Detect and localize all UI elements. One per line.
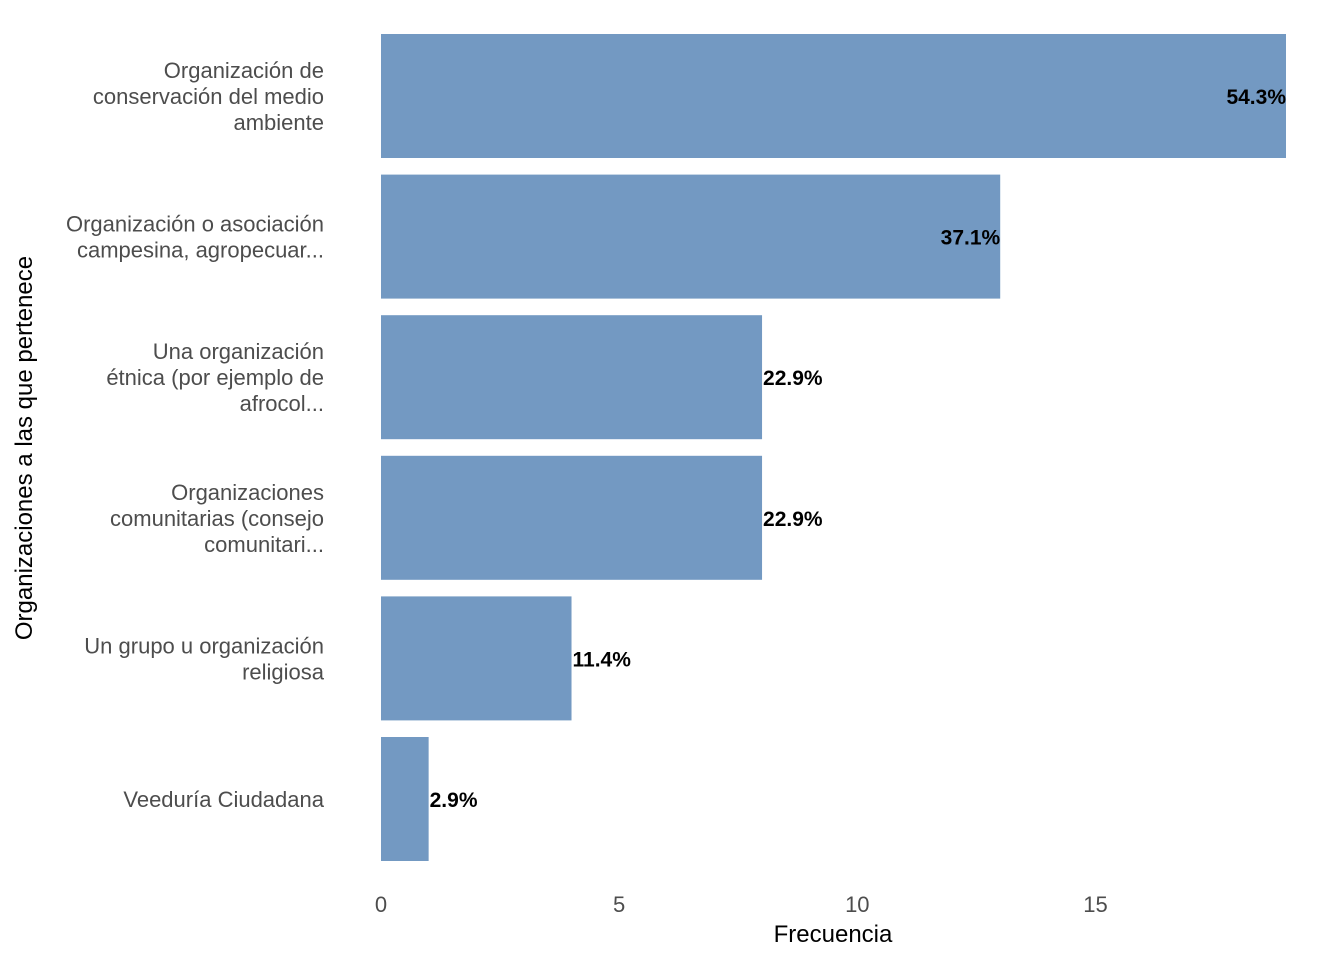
x-tick-label: 0 <box>375 892 387 917</box>
bar <box>381 455 763 580</box>
x-tick-labels-group: 0 5 10 15 <box>375 892 1108 917</box>
data-label: 37.1% <box>941 227 1001 250</box>
y-axis-title: Organizaciones a las que pertenece <box>11 256 38 640</box>
bar <box>381 34 1286 158</box>
data-label: 2.9% <box>430 789 478 812</box>
data-label: 54.3% <box>1226 86 1286 109</box>
data-label: 22.9% <box>763 367 823 390</box>
category-label: Un grupo u organización religiosa <box>84 633 324 684</box>
bar <box>381 596 572 721</box>
data-label: 22.9% <box>763 508 823 531</box>
category-label: Organización o asociación campesina, agro… <box>66 212 324 263</box>
x-tick-label: 10 <box>845 892 869 917</box>
x-tick-label: 5 <box>613 892 625 917</box>
data-labels-group: 54.3% 37.1% 22.9% 22.9% 11.4% 2.9% <box>430 86 1287 812</box>
bar <box>381 174 1001 299</box>
data-label: 11.4% <box>573 648 632 671</box>
x-axis-title: Frecuencia <box>774 921 893 948</box>
bar <box>381 315 763 440</box>
category-label: Veeduría Ciudadana <box>123 787 324 812</box>
bars-group <box>381 34 1286 861</box>
category-label: Organización de conservación del medio amb… <box>93 58 324 135</box>
category-label: Una organización étnica (por ejemplo de af… <box>106 339 324 416</box>
category-labels-group: Organización de conservación del medio amb… <box>66 58 325 812</box>
category-label: Organizaciones comunitarias (consejo comun… <box>110 480 324 557</box>
x-tick-label: 15 <box>1083 892 1107 917</box>
bar <box>381 737 429 861</box>
